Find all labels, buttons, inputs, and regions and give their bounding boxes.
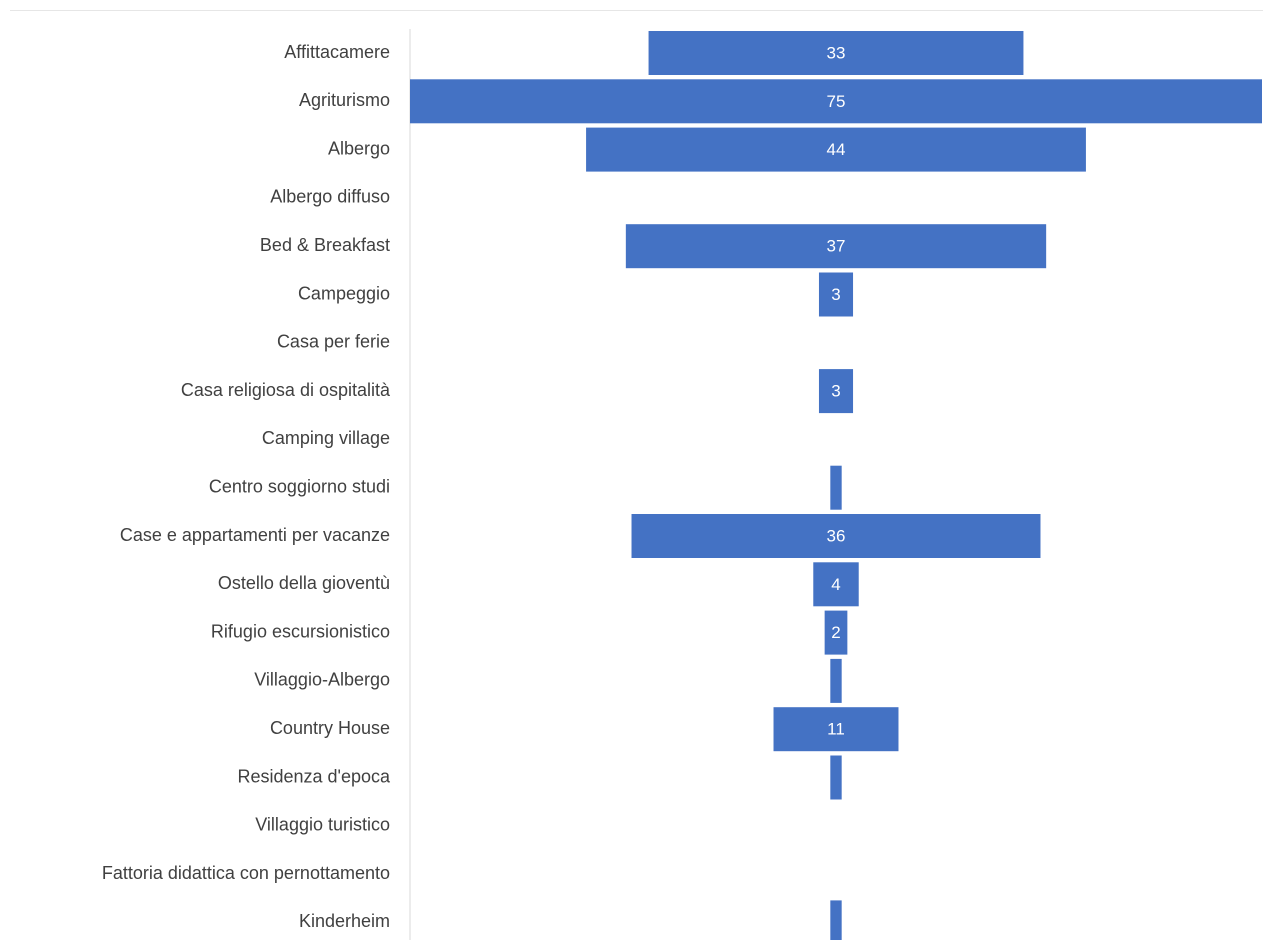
category-label: Camping village (262, 428, 390, 448)
data-label: 33 (827, 43, 846, 62)
category-label: Country House (270, 718, 390, 738)
data-label: 37 (827, 237, 846, 256)
category-label: Albergo (328, 138, 390, 158)
category-label: Rifugio escursionistico (211, 621, 390, 641)
bars (410, 31, 1262, 940)
category-label: Residenza d'epoca (237, 766, 391, 786)
category-label: Centro soggiorno studi (209, 476, 390, 496)
data-label: 4 (831, 575, 840, 594)
category-label: Fattoria didattica con pernottamento (102, 863, 390, 883)
bar (625, 224, 1047, 269)
bar (824, 610, 848, 655)
category-label: Ostello della gioventù (218, 573, 390, 593)
bar (818, 369, 854, 414)
category-labels: Affittacamere Agriturismo Albergo Albergo d… (102, 42, 391, 931)
category-label: Affittacamere (284, 42, 390, 62)
bar (631, 514, 1041, 558)
bar (830, 658, 842, 703)
data-label: 11 (827, 720, 845, 739)
data-label: 44 (827, 140, 846, 159)
category-label: Casa religiosa di ospitalità (181, 380, 391, 400)
data-label: 36 (827, 526, 846, 545)
bar (586, 127, 1086, 172)
data-label: 75 (827, 92, 846, 111)
bar (830, 900, 842, 940)
bar (830, 755, 842, 800)
data-label: 2 (831, 623, 840, 642)
category-label: Bed & Breakfast (260, 235, 390, 255)
category-label: Casa per ferie (277, 332, 390, 352)
bar (818, 272, 854, 317)
chart-top-border (10, 10, 1263, 11)
category-label: Kinderheim (299, 911, 390, 931)
bar (830, 465, 842, 510)
bar (813, 562, 859, 607)
data-label: 3 (831, 285, 840, 304)
data-label: 3 (831, 382, 840, 401)
category-label: Villaggio-Albergo (254, 670, 390, 690)
category-label: Villaggio turistico (255, 815, 390, 835)
category-label: Case e appartamenti per vacanze (120, 525, 390, 545)
category-label: Agriturismo (299, 90, 390, 110)
category-label: Albergo diffuso (270, 187, 390, 207)
bar (410, 79, 1262, 124)
category-label: Campeggio (298, 283, 390, 303)
bar (773, 707, 899, 752)
bar (648, 31, 1024, 75)
